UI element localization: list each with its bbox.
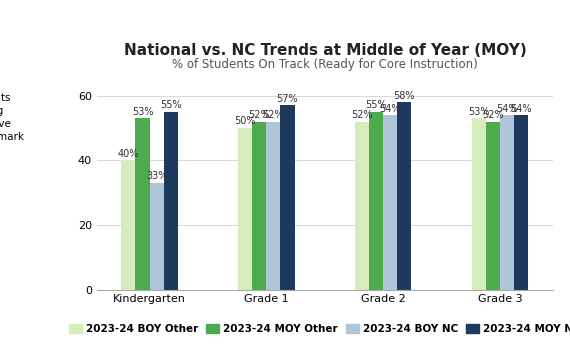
Text: 33%: 33% bbox=[146, 171, 167, 181]
Y-axis label: % of
students
scoring
at/above
benchmark: % of students scoring at/above benchmark bbox=[0, 80, 24, 142]
Bar bbox=[136, 118, 149, 290]
Text: 54%: 54% bbox=[511, 104, 532, 114]
Text: 52%: 52% bbox=[249, 110, 270, 120]
Bar bbox=[355, 122, 369, 290]
Bar bbox=[486, 122, 500, 290]
Bar bbox=[164, 112, 178, 290]
Text: 58%: 58% bbox=[394, 90, 415, 101]
Text: 54%: 54% bbox=[496, 104, 518, 114]
Text: 55%: 55% bbox=[365, 100, 387, 110]
Text: 52%: 52% bbox=[263, 110, 284, 120]
Bar bbox=[500, 115, 514, 290]
Text: 53%: 53% bbox=[132, 107, 153, 117]
Text: 55%: 55% bbox=[160, 100, 181, 110]
Bar bbox=[280, 105, 295, 290]
Bar bbox=[266, 122, 280, 290]
Bar bbox=[397, 102, 412, 290]
Text: 50%: 50% bbox=[235, 117, 256, 126]
Bar bbox=[238, 128, 253, 290]
Bar bbox=[384, 115, 397, 290]
Text: 57%: 57% bbox=[276, 94, 298, 104]
Bar bbox=[472, 118, 486, 290]
Text: 52%: 52% bbox=[482, 110, 504, 120]
Text: 40%: 40% bbox=[118, 149, 139, 159]
Text: 52%: 52% bbox=[352, 110, 373, 120]
Bar bbox=[149, 183, 164, 290]
Bar bbox=[121, 160, 136, 290]
Bar bbox=[369, 112, 384, 290]
Title: National vs. NC Trends at Middle of Year (MOY): National vs. NC Trends at Middle of Year… bbox=[124, 43, 526, 58]
Bar bbox=[514, 115, 528, 290]
Text: 54%: 54% bbox=[380, 104, 401, 114]
Legend: 2023-24 BOY Other, 2023-24 MOY Other, 2023-24 BOY NC, 2023-24 MOY NC: 2023-24 BOY Other, 2023-24 MOY Other, 20… bbox=[69, 324, 570, 334]
Text: % of Students On Track (Ready for Core Instruction): % of Students On Track (Ready for Core I… bbox=[172, 58, 478, 71]
Bar bbox=[253, 122, 266, 290]
Text: 53%: 53% bbox=[469, 107, 490, 117]
